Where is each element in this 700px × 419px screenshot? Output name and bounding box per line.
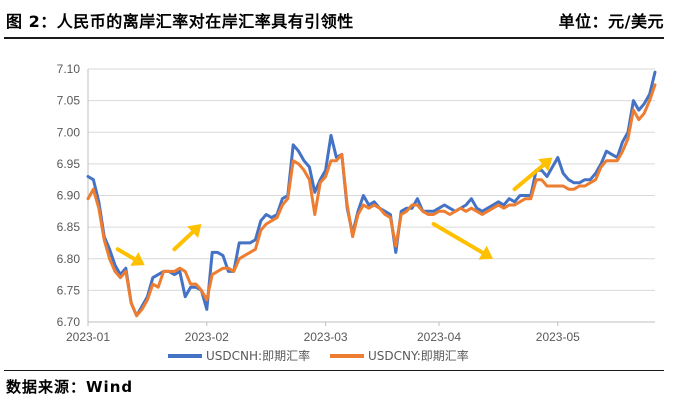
y-tick-label: 6.75 [57,283,81,297]
legend-label: USDCNY:即期汇率 [368,348,469,363]
x-tick-label: 2023-04 [417,330,461,344]
series-line-usdcnh [86,70,657,318]
series-line-usdcny [86,83,657,318]
series-lines [86,70,657,318]
y-tick-label: 6.95 [57,157,81,171]
legend-label: USDCNH:即期汇率 [206,348,310,363]
arrow-shaft [115,247,137,262]
bottom-rule [4,370,664,371]
y-tick-label: 7.05 [57,94,81,108]
legend-item: USDCNY:即期汇率 [330,348,469,363]
x-axis: 2023-01 2023-02 2023-03 2023-04 2023-05 [66,322,580,344]
legend: USDCNH:即期汇率 USDCNY:即期汇率 [168,348,469,363]
x-tick-label: 2023-05 [536,330,580,344]
x-tick-label: 2023-01 [66,330,110,344]
arrow-head [187,223,202,239]
chart-title: 图 2：人民币的离岸汇率对在岸汇率具有引领性 [6,12,354,31]
title-rule [4,37,664,39]
source-note: 数据来源：Wind [6,378,134,396]
x-tick-label: 2023-02 [185,330,229,344]
gridlines [87,68,655,323]
trend-arrow [172,223,202,252]
y-tick-label: 6.90 [57,189,81,203]
arrow-shaft [431,221,485,255]
arrow-head [478,245,493,260]
arrow-head [130,252,145,266]
arrow-head [538,157,553,172]
legend-item: USDCNH:即期汇率 [168,348,310,363]
arrow-shaft [172,230,195,252]
trend-arrow [115,247,145,266]
y-tick-label: 6.80 [57,252,81,266]
arrow-shaft [512,163,546,192]
y-tick-label: 7.10 [57,62,81,76]
trend-arrow [431,221,493,260]
y-tick-label: 6.70 [57,315,81,329]
unit-label: 单位：元/美元 [558,12,664,31]
y-tick-label: 7.00 [57,125,81,139]
y-axis: 6.70 6.75 6.80 6.85 6.90 6.95 7.00 7.05 7.10 [57,62,81,329]
trend-arrow [512,157,553,192]
y-tick-label: 6.85 [57,220,81,234]
x-tick-label: 2023-03 [304,330,348,344]
trend-arrows [115,157,553,266]
